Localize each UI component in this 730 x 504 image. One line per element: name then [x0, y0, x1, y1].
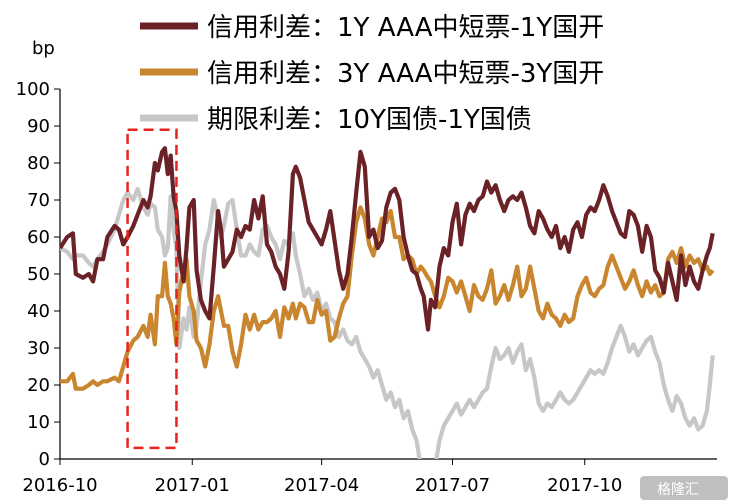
highlight-box [126, 128, 178, 450]
y-tick-label: 90 [27, 116, 50, 137]
y-axis-unit: bp [32, 38, 55, 59]
series-line-credit-3y [60, 205, 715, 391]
y-tick-label: 30 [27, 338, 50, 359]
y-axis: 0 10 20 30 40 50 60 70 80 90 100 [16, 79, 61, 470]
y-tick-label: 80 [27, 153, 50, 174]
y-tick-label: 10 [27, 412, 50, 433]
legend: 信用利差：1Y AAA中短票-1Y国开 信用利差：3Y AAA中短票-3Y国开 … [140, 13, 604, 135]
legend-label-term-spread: 期限利差：10Y国债-1Y国债 [207, 105, 532, 135]
y-tick-label: 20 [27, 375, 50, 396]
x-tick-label: 2017-07 [415, 475, 490, 496]
y-tick-label: 0 [39, 449, 50, 470]
x-tick-label: 2016-10 [22, 475, 97, 496]
y-tick-label: 60 [27, 227, 50, 248]
series-lines [60, 146, 715, 459]
watermark: 格隆汇 [640, 476, 728, 500]
y-tick-label: 40 [27, 301, 50, 322]
x-axis: 2016-10 2017-01 2017-04 2017-07 2017-10 [22, 458, 717, 496]
legend-label-credit-1y: 信用利差：1Y AAA中短票-1Y国开 [207, 13, 604, 43]
y-tick-label: 50 [27, 264, 50, 285]
x-tick-label: 2017-10 [547, 475, 622, 496]
series-line-credit-1y [60, 146, 715, 332]
y-tick-label: 100 [16, 79, 50, 100]
x-tick-label: 2017-01 [155, 475, 230, 496]
y-tick-label: 70 [27, 190, 50, 211]
x-tick-label: 2017-04 [284, 475, 359, 496]
legend-label-credit-3y: 信用利差：3Y AAA中短票-3Y国开 [207, 59, 604, 89]
watermark-text: 格隆汇 [657, 482, 699, 498]
